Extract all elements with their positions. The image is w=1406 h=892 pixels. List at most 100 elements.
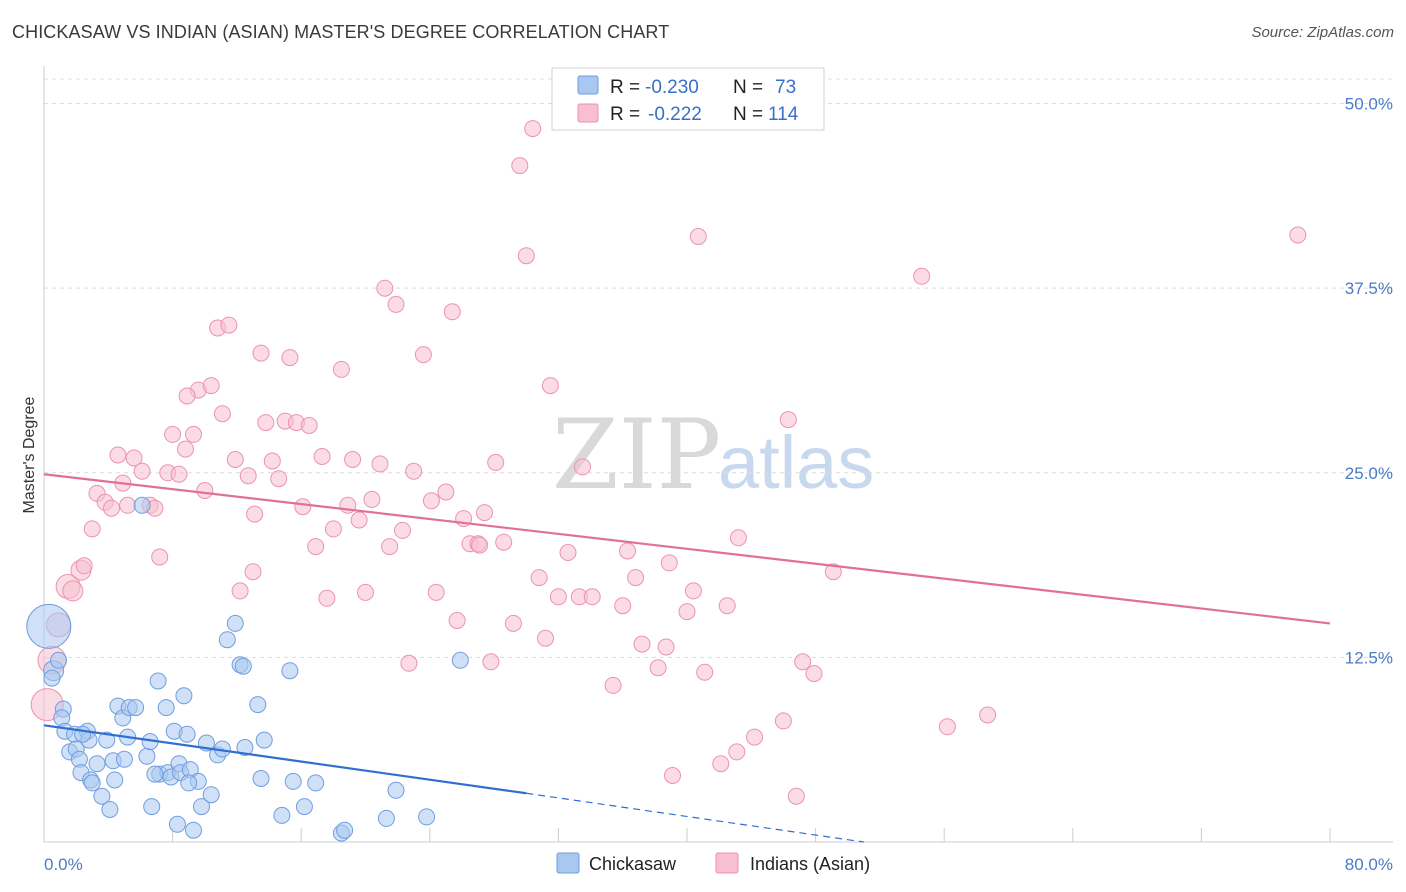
indian-point [414,346,432,364]
indian-point [696,663,714,681]
indian-point [119,496,137,514]
chickasaw-point [157,699,175,717]
chickasaw-point [88,755,106,773]
indian-point [530,569,548,587]
chickasaw-point [74,725,92,743]
legend-r-value-indian: -0.222 [648,104,702,125]
indian-point [728,743,746,761]
chickasaw-point [43,669,61,687]
indian-point [125,449,143,467]
indian-point [239,467,257,485]
trend-lines [43,473,1331,843]
chickasaw-point [178,725,196,743]
indian-point [313,448,331,465]
chickasaw-point [50,651,67,669]
indian-point [363,490,381,508]
indian-point [471,536,489,554]
indian-point [482,653,500,671]
indian-point [400,654,418,672]
indian-point [178,387,196,405]
bottom-legend-label-chickasaw: Chickasaw [589,854,677,874]
legend-r-value-chickasaw: -0.230 [645,77,699,98]
indian-point [405,462,423,480]
chickasaw-point [273,806,291,824]
indian-point [657,638,675,656]
indian-point [220,316,238,334]
chickasaw-trend-line [43,724,527,795]
legend-n-label-indian: N = [733,104,763,125]
indian-point [196,482,214,499]
indian-point [394,521,411,539]
bottom-legend-label-indian: Indians (Asian) [750,854,870,874]
watermark-atlas: atlas [718,421,874,504]
chickasaw-point [168,815,186,833]
indian-point [794,653,812,671]
chickasaw-point [234,657,252,675]
indian-point [689,228,707,245]
chickasaw-point [175,687,193,705]
indian-point [109,446,127,464]
indian-point [805,665,823,683]
chickasaw-point [98,731,116,749]
indian-point [633,635,651,653]
source-label: Source: ZipAtlas.com [1251,24,1394,41]
indian-point [371,455,389,473]
indian-point [281,349,299,367]
chickasaw-point [133,496,151,514]
indian-point [729,529,747,547]
chickasaw-point [451,651,469,669]
chickasaw-point [387,781,405,799]
indian-point [350,511,368,529]
indian-point [684,582,702,600]
chickasaw-trend-extension [526,792,864,843]
indian-point [476,504,493,522]
legend-swatch-indian [577,103,599,123]
chickasaw-point [149,672,167,690]
chickasaw-point [218,631,236,649]
indian-point [357,583,374,601]
y-tick-labels: 12.5% 25.0% 37.5% 50.0% [1345,95,1393,668]
indian-point [177,440,194,458]
indian-point [133,462,151,480]
indian-point [504,614,522,632]
chickasaw-point [418,808,436,826]
chickasaw-point [255,731,273,749]
indian-point [202,377,220,395]
indian-point [712,755,730,773]
chickasaw-point [146,765,164,783]
chickasaw-point [252,770,270,787]
chickasaw-point [115,750,133,768]
y-tick-label: 25.0% [1345,464,1393,483]
legend-r-label-indian: R = [610,104,640,125]
indian-point [257,414,275,432]
chickasaw-point [307,774,325,792]
indian-point [381,538,399,556]
indian-point [779,411,797,429]
indian-point [524,120,542,138]
legend-n-value-indian: 114 [768,104,799,125]
indian-point [574,458,591,476]
indian-point [979,706,997,724]
indian-point [213,405,231,423]
indian-point [164,425,182,443]
indian-point [151,548,169,566]
watermark-zip: ZIP [552,399,721,511]
chart-title: CHICKASAW VS INDIAN (ASIAN) MASTER'S DEG… [12,22,670,42]
chickasaw-point [93,787,111,805]
y-tick-label: 50.0% [1345,95,1393,114]
indian-point [938,718,956,736]
indian-point [537,629,554,647]
indian-point [252,344,270,362]
indian-point [549,588,567,606]
indian-point [824,563,842,581]
indian-point [559,544,577,561]
chickasaw-point [281,662,299,680]
legend-r-label-chickasaw: R = [610,77,640,98]
indian-point [541,377,559,395]
indian-point [487,453,505,471]
indian-point [332,360,350,378]
chickasaw-point [236,739,254,756]
indian-point [614,597,632,615]
chickasaw-point [249,696,267,714]
